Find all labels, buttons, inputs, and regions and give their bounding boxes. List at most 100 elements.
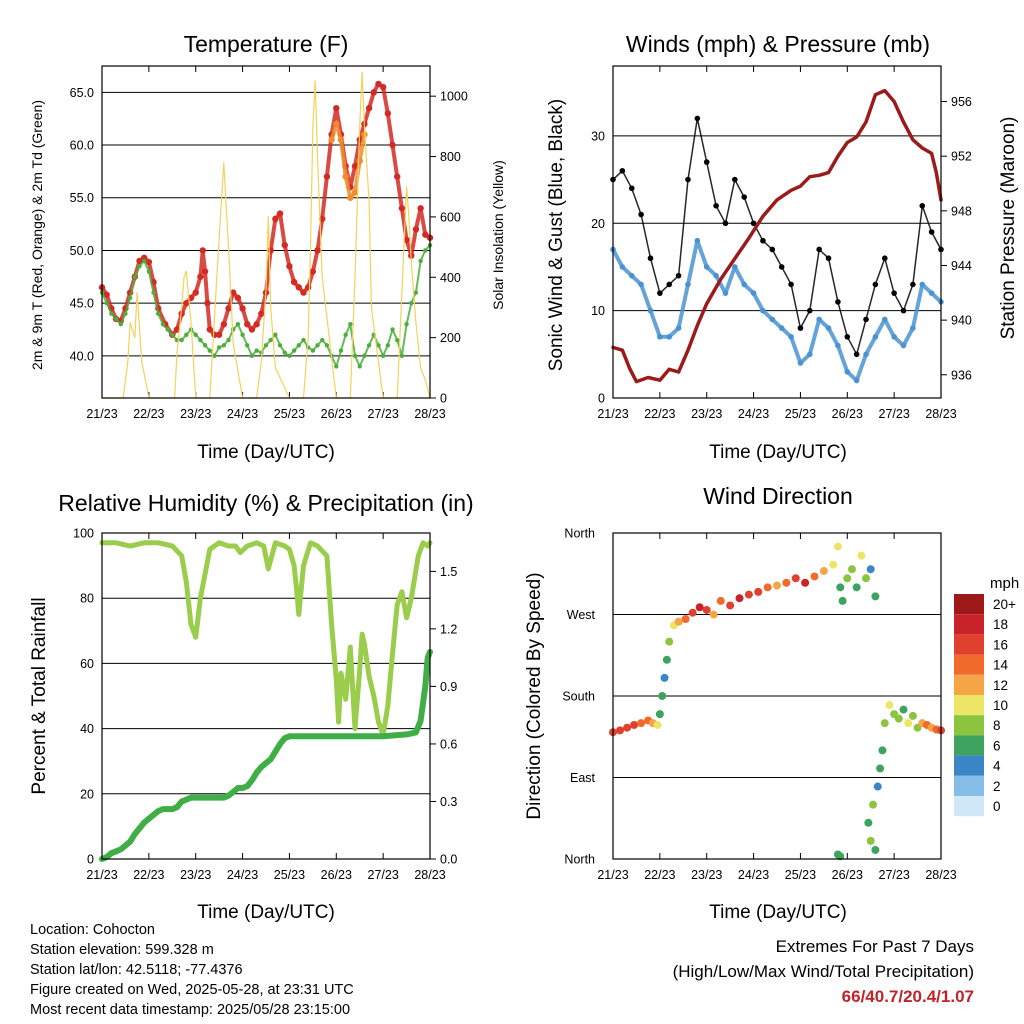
point-td2m [423,248,428,253]
series-rh [99,540,433,738]
point-t2m [351,162,359,170]
point-td2m [207,348,212,353]
y2-tick-label: 936 [951,368,972,382]
point-t2m [323,173,331,180]
point-td2m [216,345,222,350]
point-t2m [365,104,373,112]
point-gust [694,115,701,122]
point-t9m [342,173,349,180]
point-wind [872,334,879,340]
point-t2m [375,80,382,88]
point-td2m [338,348,344,353]
y-tick-label: 20 [80,787,94,801]
point-t2m [276,210,284,217]
point-t2m [417,205,424,212]
colorbar-label: 10 [993,698,1008,713]
point-td2m [212,353,217,359]
colorbar-swatch [954,715,984,736]
point-wind [675,325,682,331]
direction-point [819,567,828,576]
point-wind [703,264,710,270]
y2-tick-label: 1.5 [440,565,457,579]
colorbar-label: 8 [993,718,1001,733]
direction-point [880,719,889,728]
colorbar-label: 16 [993,637,1008,652]
colorbar-label: 12 [993,678,1008,693]
point-gust [778,264,785,270]
direction-xlabel: Time (Day/UTC) [709,902,847,923]
x-tick-label: 26/23 [321,407,352,421]
direction-point [866,836,875,845]
point-td2m [151,290,156,295]
point-t2m [253,321,260,328]
point-gust [891,290,897,296]
x-tick-label: 24/23 [227,407,258,421]
point-t2m [197,273,204,280]
point-t2m [379,83,387,91]
point-td2m [409,300,414,306]
point-td2m [320,337,325,343]
point-t2m [103,291,110,298]
point-t2m [370,89,377,96]
point-t2m [230,289,237,296]
colorbar-label: 2 [993,779,1001,794]
point-wind [853,377,860,384]
extremes-box: Extremes For Past 7 Days (High/Low/Max W… [673,934,974,1009]
y2-tick-label: 0.9 [440,680,457,694]
point-td2m [240,332,245,337]
point-t2m [319,215,326,223]
point-td2m [268,337,273,343]
x-tick-label: 28/23 [925,407,956,421]
point-t2m [201,268,209,275]
direction-point [908,711,917,720]
direction-point [866,565,875,574]
point-td2m [202,343,208,348]
point-gust [732,176,738,183]
point-wind [638,281,644,288]
point-t9m [351,189,359,196]
point-wind [919,281,926,288]
point-td2m [399,353,405,359]
direction-point [616,726,625,735]
point-gust [835,299,841,305]
point-td2m [104,300,109,306]
direction-point [847,565,856,574]
station-location: Location: Cohocton [30,922,155,938]
colorbar-swatch [954,654,984,675]
direction-point [665,637,674,646]
humidity-panel: Relative Humidity (%) & Precipitation (i… [29,490,474,923]
point-td2m [287,353,292,359]
temperature-title: Temperature (F) [184,31,349,57]
y2-tick-label: 1.2 [440,622,457,636]
figure-created: Figure created on Wed, 2025-05-28, at 23… [30,982,354,998]
point-t2m [412,226,420,233]
point-t2m [225,305,232,312]
direction-point [885,701,894,710]
x-tick-label: 23/23 [691,407,722,421]
point-td2m [113,316,119,322]
colorbar-swatch [954,634,984,655]
direction-point [735,594,744,603]
x-tick-label: 21/23 [86,868,117,882]
direction-point [754,587,763,596]
point-gust [760,237,766,244]
y-tick-label: 30 [591,129,605,143]
winds-xlabel: Time (Day/UTC) [709,442,847,463]
point-td2m [249,353,255,359]
colorbar-swatch [954,614,984,635]
point-td2m [160,322,166,327]
x-tick-label: 26/23 [832,868,863,882]
point-t2m [136,257,143,265]
point-td2m [366,343,372,348]
y-tick-label: 45.0 [70,297,94,311]
x-tick-label: 28/23 [414,407,445,421]
plot-frame [612,65,942,399]
y-tick-label: 20 [591,217,605,231]
point-td2m [184,332,189,337]
point-wind [910,325,916,331]
point-td2m [156,311,161,316]
point-t2m [286,263,293,270]
direction-point [662,655,671,664]
point-td2m [291,348,297,353]
x-tick-label: 22/23 [133,868,164,882]
